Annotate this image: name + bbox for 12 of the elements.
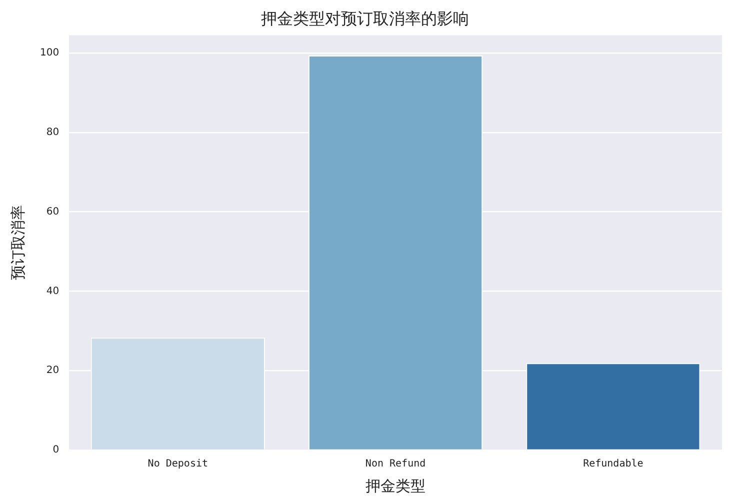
x-tick-label: Refundable [583, 458, 644, 470]
x-tick-label: Non Refund [365, 458, 426, 470]
y-axis-title: 预订取消率 [8, 205, 27, 280]
x-tick-label: No Deposit [148, 458, 208, 470]
y-tick-label: 20 [46, 365, 60, 376]
y-tick-label: 0 [52, 444, 60, 456]
x-axis-title: 押金类型 [366, 476, 426, 495]
y-tick-label: 40 [46, 286, 60, 297]
y-tick-label: 80 [46, 127, 60, 138]
y-tick-label: 60 [46, 206, 60, 218]
chart-title: 押金类型对预订取消率的影响 [261, 8, 469, 28]
y-tick-label: 100 [40, 48, 60, 59]
